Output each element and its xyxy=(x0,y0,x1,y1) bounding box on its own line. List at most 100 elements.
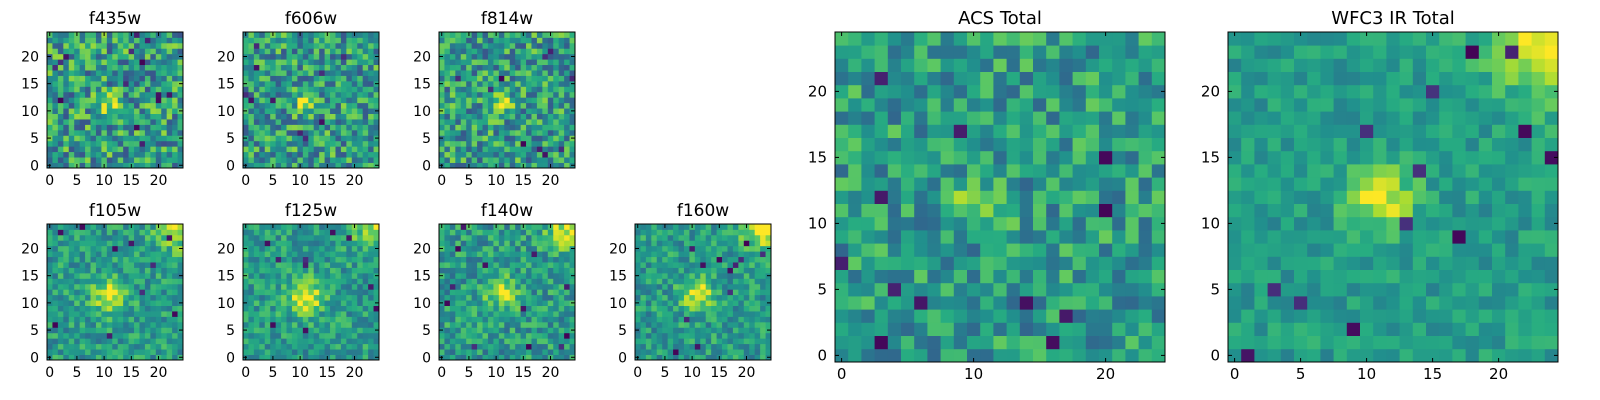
heatmap-cell xyxy=(700,305,707,312)
heatmap-cell xyxy=(373,289,380,296)
panel-title: f125w xyxy=(285,201,337,221)
heatmap-cell xyxy=(297,256,304,263)
heatmap-cell xyxy=(166,113,173,120)
heatmap-cell xyxy=(335,224,342,230)
heatmap-cell xyxy=(373,316,380,323)
heatmap-cell xyxy=(52,311,59,317)
heatmap-cell xyxy=(558,229,565,236)
heatmap-cell xyxy=(466,262,473,268)
heatmap-cell xyxy=(150,327,157,334)
heatmap-cell xyxy=(1059,190,1073,204)
heatmap-cell xyxy=(264,229,271,236)
heatmap-cell xyxy=(362,267,369,274)
heatmap-cell xyxy=(667,240,674,247)
heatmap-cell xyxy=(101,294,108,301)
heatmap-cell xyxy=(144,332,151,339)
heatmap-cell xyxy=(112,102,119,109)
heatmap-cell xyxy=(123,146,129,153)
heatmap-cell xyxy=(1006,190,1021,204)
heatmap-cell xyxy=(324,37,331,44)
heatmap-cell xyxy=(134,135,140,142)
heatmap-cell xyxy=(727,305,734,312)
heatmap-cell xyxy=(689,272,696,279)
heatmap-cell xyxy=(520,129,527,136)
heatmap-cell xyxy=(324,343,331,350)
heatmap-cell xyxy=(150,157,157,163)
heatmap-cell xyxy=(281,267,287,274)
heatmap-cell xyxy=(569,321,576,328)
heatmap-cell xyxy=(716,256,723,263)
heatmap-cell xyxy=(47,283,53,290)
heatmap-cell xyxy=(727,327,734,334)
heatmap-cell xyxy=(373,64,380,71)
heatmap-cell xyxy=(368,91,374,98)
heatmap-cell xyxy=(927,296,941,310)
heatmap-cell xyxy=(362,53,369,60)
heatmap-cell xyxy=(134,262,140,268)
heatmap-cell xyxy=(482,53,489,60)
heatmap-cell xyxy=(172,316,178,323)
heatmap-cell xyxy=(57,53,64,60)
heatmap-cell xyxy=(449,272,456,279)
heatmap-cell xyxy=(553,300,560,306)
heatmap-cell xyxy=(466,64,473,71)
heatmap-cell xyxy=(330,157,336,163)
heatmap-cell xyxy=(743,278,750,285)
heatmap-cell xyxy=(291,80,298,87)
heatmap-cell xyxy=(123,327,129,334)
heatmap-cell xyxy=(319,108,325,114)
heatmap-cell xyxy=(47,59,53,66)
heatmap-cell xyxy=(177,262,184,268)
heatmap-cell xyxy=(112,332,119,339)
heatmap-cell xyxy=(357,267,364,274)
heatmap-cell xyxy=(1112,164,1126,178)
heatmap-cell xyxy=(477,321,483,328)
heatmap-cell xyxy=(357,32,364,38)
heatmap-cell xyxy=(569,64,576,71)
heatmap-cell xyxy=(471,86,478,93)
heatmap-cell xyxy=(531,256,538,263)
heatmap-cell xyxy=(302,229,309,236)
heatmap-cell xyxy=(754,300,761,306)
heatmap-cell xyxy=(493,321,500,328)
heatmap-cell xyxy=(139,327,146,334)
heatmap-cell xyxy=(351,119,358,125)
heatmap-cell xyxy=(553,140,560,147)
heatmap-cell xyxy=(940,309,955,323)
heatmap-cell xyxy=(716,289,723,296)
heatmap-cell xyxy=(515,157,521,163)
heatmap-cell xyxy=(357,102,364,109)
heatmap-cell xyxy=(645,316,652,323)
heatmap-cell xyxy=(172,37,178,44)
heatmap-cell xyxy=(313,32,320,38)
heatmap-cell xyxy=(515,245,521,252)
heatmap-cell xyxy=(498,294,505,301)
heatmap-cell xyxy=(738,278,745,285)
heatmap-cell xyxy=(455,64,462,71)
heatmap-cell xyxy=(460,354,467,361)
heatmap-cell xyxy=(564,349,570,355)
heatmap-cell xyxy=(335,278,342,285)
heatmap-cell xyxy=(291,86,298,93)
heatmap-cell xyxy=(449,86,456,93)
heatmap-cell xyxy=(117,140,124,147)
heatmap-cell xyxy=(172,349,178,355)
heatmap-cell xyxy=(123,332,129,339)
heatmap-cell xyxy=(466,53,473,60)
heatmap-cell xyxy=(144,97,151,104)
heatmap-cell xyxy=(569,294,576,301)
heatmap-cell xyxy=(444,75,451,82)
heatmap-cell xyxy=(57,289,64,296)
heatmap-cell xyxy=(482,289,489,296)
heatmap-cell xyxy=(471,240,478,247)
heatmap-cell xyxy=(547,64,554,71)
heatmap-cell xyxy=(373,59,380,66)
heatmap-cell xyxy=(953,203,968,218)
heatmap-cell xyxy=(498,124,505,131)
heatmap-cell xyxy=(754,224,761,230)
heatmap-cell xyxy=(749,272,756,279)
heatmap-cell xyxy=(177,129,184,136)
heatmap-cell xyxy=(101,305,108,312)
heatmap-cell xyxy=(52,157,59,163)
heatmap-cell xyxy=(727,289,734,296)
